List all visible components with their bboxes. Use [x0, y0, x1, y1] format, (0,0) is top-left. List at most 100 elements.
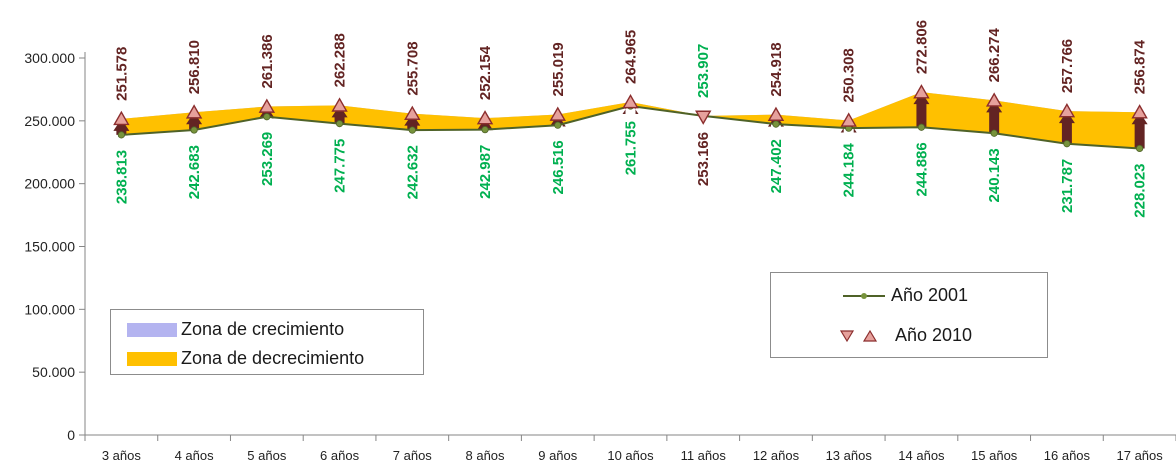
point-2010 — [1058, 103, 1076, 118]
legend-entry-2001: Año 2001 — [841, 285, 968, 306]
y-tick-label: 300.000 — [24, 50, 75, 66]
point-2010 — [1131, 104, 1148, 119]
data-label-2001: 242.683 — [186, 145, 203, 199]
series-legend: Año 2001 Año 2010 — [770, 272, 1048, 358]
legend-entry-growth-zone: Zona de crecimiento — [127, 319, 344, 340]
x-tick-label: 7 años — [393, 448, 433, 463]
data-label-2001: 231.787 — [1059, 159, 1076, 213]
data-label-2010: 262.288 — [332, 33, 349, 87]
growth-arrow — [113, 118, 130, 135]
growth-arrow — [404, 113, 421, 131]
data-label-2010: 253.166 — [695, 132, 712, 186]
point-2010 — [549, 106, 566, 121]
y-tick-label: 0 — [67, 427, 75, 443]
y-tick-label: 50.000 — [32, 364, 75, 380]
growth-arrow — [186, 112, 203, 131]
point-2010 — [258, 98, 276, 113]
growth-arrow — [331, 105, 348, 124]
data-label-2010: 272.806 — [913, 20, 930, 74]
growth-arrow — [986, 100, 1003, 134]
x-tick-label: 13 años — [826, 448, 873, 463]
point-2001 — [335, 120, 344, 128]
point-2001 — [190, 126, 198, 134]
data-label-2010: 256.810 — [186, 40, 203, 94]
y-tick-label: 100.000 — [24, 301, 75, 317]
data-label-2001: 242.987 — [477, 145, 494, 199]
data-label-2001: 246.516 — [550, 140, 567, 194]
point-2010 — [840, 112, 857, 127]
point-2001 — [917, 123, 926, 131]
point-2001 — [990, 129, 998, 137]
x-tick-label: 10 años — [607, 448, 654, 463]
data-label-2001: 261.755 — [623, 121, 640, 175]
x-tick-label: 17 años — [1117, 448, 1164, 463]
point-2010 — [913, 84, 930, 99]
point-2001 — [117, 131, 125, 139]
legend-label-growth-zone: Zona de crecimiento — [181, 319, 345, 339]
data-label-2001: 228.023 — [1132, 163, 1149, 217]
line-2001-swatch — [843, 292, 885, 299]
data-label-2001: 244.886 — [913, 142, 930, 196]
data-label-2001: 244.184 — [841, 142, 858, 197]
data-label-2010: 266.274 — [986, 28, 1003, 83]
data-label-2010: 261.386 — [259, 34, 276, 88]
legend-entry-2010: Año 2010 — [837, 325, 972, 346]
x-tick-label: 16 años — [1044, 448, 1091, 463]
x-tick-label: 5 años — [247, 448, 287, 463]
x-tick-label: 12 años — [753, 448, 800, 463]
point-2010 — [113, 110, 130, 126]
legend-entry-decline-zone: Zona de decrecimiento — [127, 348, 364, 369]
data-label-2010: 250.308 — [841, 48, 858, 102]
x-tick-label: 11 años — [681, 448, 727, 463]
growth-zone-swatch — [127, 322, 177, 337]
data-label-2001: 253.269 — [259, 132, 276, 186]
triangle-markers-swatch — [839, 329, 878, 342]
data-label-2010: 264.965 — [623, 30, 640, 84]
legend-label-2001: Año 2001 — [891, 285, 969, 305]
x-tick-label: 9 años — [538, 448, 578, 463]
data-label-2001: 240.143 — [986, 148, 1003, 202]
data-label-2001: 253.907 — [695, 44, 712, 98]
point-2001 — [408, 126, 416, 134]
data-label-2010: 257.766 — [1059, 39, 1076, 93]
x-tick-label: 8 años — [466, 448, 506, 463]
point-2001 — [481, 126, 489, 134]
data-label-2001: 247.775 — [332, 139, 349, 193]
data-label-2010: 254.918 — [768, 42, 785, 96]
x-tick-label: 3 años — [102, 448, 142, 463]
point-2010 — [622, 93, 639, 109]
y-tick-label: 150.000 — [24, 239, 75, 255]
legend-label-2010: Año 2010 — [895, 325, 973, 345]
growth-arrow — [1058, 111, 1075, 144]
point-2001 — [1136, 144, 1144, 153]
data-label-2010: 255.019 — [550, 42, 567, 96]
growth-arrow — [913, 92, 930, 128]
data-label-2001: 238.813 — [113, 150, 130, 204]
point-2010 — [404, 105, 421, 120]
data-label-2001: 247.402 — [768, 139, 785, 193]
data-label-2010: 251.578 — [113, 47, 130, 101]
point-2001 — [263, 113, 271, 121]
point-2001 — [554, 121, 562, 129]
growth-arrow — [1131, 112, 1148, 149]
point-2010 — [695, 110, 712, 125]
point-2001 — [1063, 140, 1071, 148]
x-tick-label: 4 años — [175, 448, 215, 463]
legend-label-decline-zone: Zona de decrecimiento — [181, 348, 365, 368]
point-2010 — [476, 110, 494, 125]
x-tick-label: 14 años — [898, 448, 945, 463]
y-tick-label: 200.000 — [24, 176, 75, 192]
data-label-2010: 252.154 — [477, 45, 494, 100]
decline-zone-swatch — [127, 351, 177, 366]
zone-legend: Zona de crecimiento Zona de decrecimient… — [110, 309, 424, 375]
x-tick-label: 6 años — [320, 448, 360, 463]
data-label-2010: 256.874 — [1132, 39, 1149, 94]
data-label-2010: 255.708 — [404, 41, 421, 95]
y-tick-label: 250.000 — [24, 113, 75, 129]
point-2010 — [185, 104, 203, 119]
point-2001 — [772, 120, 780, 128]
point-2010 — [767, 106, 785, 121]
point-2010 — [331, 97, 348, 112]
